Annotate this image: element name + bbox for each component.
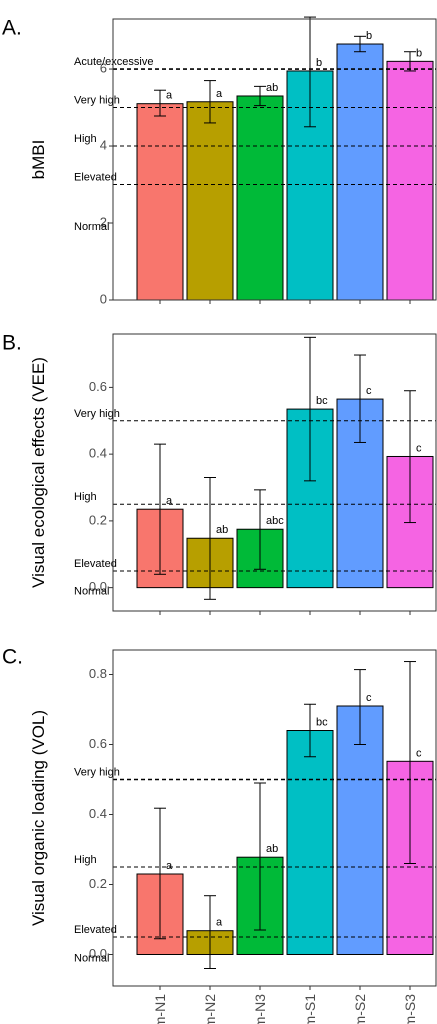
y-tick-label: 0 — [100, 291, 107, 306]
significance-label: c — [366, 385, 372, 397]
threshold-label: Normal — [74, 221, 109, 233]
significance-label: b — [416, 47, 422, 59]
x-tick-label-Farm-S2: Farm-S2 — [352, 994, 368, 1024]
x-tick-label-Farm-N3: Farm-N3 — [252, 994, 268, 1024]
y-tick-label: 0.6 — [89, 736, 107, 751]
y-tick-label: 0.2 — [89, 876, 107, 891]
significance-label: c — [416, 747, 422, 759]
threshold-label: Acute/excessive — [74, 56, 153, 68]
significance-label: a — [216, 88, 223, 100]
significance-label: abc — [266, 515, 284, 527]
threshold-label: Very high — [74, 767, 120, 779]
threshold-label: Very high — [74, 408, 120, 420]
significance-label: a — [166, 860, 173, 872]
x-tick-label-Farm-N1: Farm-N1 — [152, 994, 168, 1024]
significance-label: ab — [216, 524, 228, 536]
y-axis-label: Visual organic loading (VOL) — [29, 710, 48, 926]
panel-label: C. — [2, 645, 23, 668]
y-tick-label: 0.2 — [89, 512, 107, 527]
panel-2: C. Visual organic loading (VOL) 0.0 0.2 0.4 0… — [2, 645, 437, 990]
threshold-label: Elevated — [74, 172, 117, 184]
y-tick-label: 0.4 — [89, 446, 107, 461]
y-tick-label: 0.4 — [89, 806, 107, 821]
significance-label: bc — [316, 395, 328, 407]
significance-label: ab — [266, 82, 278, 94]
panel-label: B. — [2, 331, 22, 354]
y-tick-label: 4 — [100, 137, 107, 152]
threshold-label: Normal — [74, 952, 109, 964]
panel-1: B. Visual ecological effects (VEE) 0.0 0.2 0… — [2, 331, 437, 615]
significance-label: a — [216, 917, 223, 929]
y-tick-label: 0.0 — [89, 946, 107, 961]
y-tick-label: 6 — [100, 60, 107, 75]
panel-border — [112, 649, 437, 987]
x-tick-label-Farm-S3: Farm-S3 — [402, 994, 418, 1024]
bar-Farm-S2 — [336, 705, 384, 955]
significance-label: a — [166, 90, 173, 102]
threshold-label: High — [74, 854, 97, 866]
panel-border — [112, 18, 437, 301]
bar-Farm-S3 — [386, 60, 434, 301]
significance-label: b — [366, 30, 372, 42]
significance-label: c — [416, 442, 422, 454]
significance-label: a — [166, 495, 173, 507]
significance-label: c — [366, 692, 372, 704]
panel-label: A. — [2, 16, 22, 39]
threshold-label: Elevated — [74, 924, 117, 936]
bar-Farm-N1 — [136, 103, 184, 301]
bar-Farm-S1 — [286, 730, 334, 955]
bar-Farm-N2 — [186, 101, 234, 301]
threshold-label: Elevated — [74, 558, 117, 570]
threshold-label: Very high — [74, 95, 120, 107]
significance-label: bc — [316, 717, 328, 729]
significance-label: b — [316, 57, 322, 69]
bar-Farm-N3 — [236, 95, 284, 301]
y-axis-label: Visual ecological effects (VEE) — [29, 357, 48, 588]
significance-label: ab — [266, 843, 278, 855]
threshold-label: Normal — [74, 586, 109, 598]
y-tick-label: 0.6 — [89, 379, 107, 394]
x-tick-label-Farm-N2: Farm-N2 — [202, 994, 218, 1024]
threshold-label: High — [74, 491, 97, 503]
threshold-label: High — [74, 133, 97, 145]
y-tick-label: 2 — [100, 214, 107, 229]
y-axis-label: bMBI — [29, 140, 48, 180]
panel-border — [112, 333, 437, 612]
x-tick-label-Farm-S1: Farm-S1 — [302, 994, 318, 1024]
y-tick-label: 0.8 — [89, 666, 107, 681]
y-tick-label: 0.0 — [89, 579, 107, 594]
bar-Farm-S2 — [336, 43, 384, 301]
